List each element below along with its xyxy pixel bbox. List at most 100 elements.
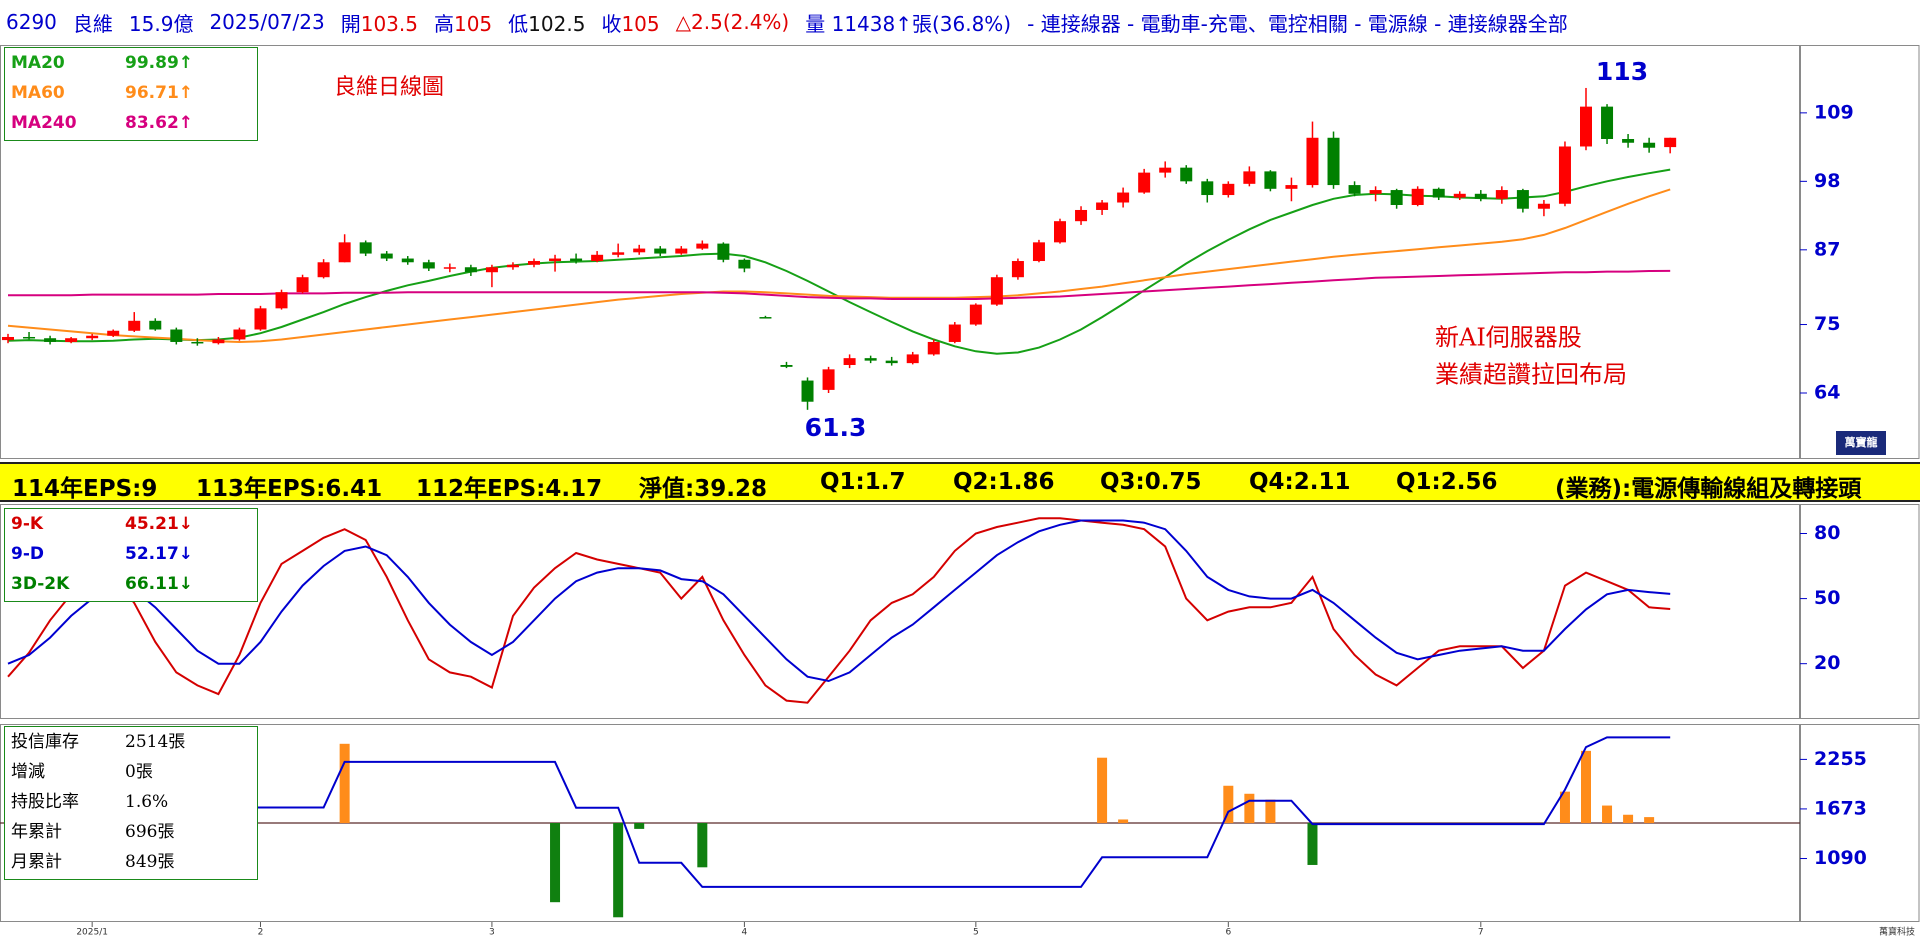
- y-tick-label: 2255: [1814, 748, 1867, 770]
- header-group: 量 11438↑張(36.8%): [805, 8, 1011, 37]
- header-text: 收: [601, 11, 622, 36]
- y-tick-label: 1090: [1814, 847, 1867, 869]
- legend-row: 9-D 52.17↓: [5, 539, 257, 569]
- low-label: 61.3: [805, 413, 867, 442]
- panel-frame: [0, 45, 1800, 459]
- candle-body: [464, 267, 477, 273]
- candle-body: [443, 267, 456, 269]
- bar: [1623, 814, 1634, 823]
- candle-body: [591, 254, 604, 262]
- candle-body: [485, 267, 498, 273]
- candle-body: [65, 338, 78, 342]
- legend-value: 96.71↑: [125, 83, 194, 103]
- x-tick-label: 5: [973, 928, 979, 938]
- x-tick-label: 2025/1: [76, 928, 108, 938]
- candle-body: [1622, 139, 1635, 143]
- candle-body: [1075, 209, 1088, 222]
- series-line: [7, 519, 1671, 683]
- candle-body: [359, 242, 372, 254]
- bar: [1223, 785, 1234, 823]
- legend-value: 0張: [125, 762, 153, 782]
- y-tick-label: 109: [1814, 101, 1854, 123]
- eps-item: 114年EPS:9: [12, 476, 158, 502]
- candle-body: [107, 330, 120, 336]
- bar: [1307, 823, 1318, 865]
- candle-body: [1138, 172, 1151, 193]
- header-text: 低: [508, 11, 529, 36]
- legend-name: 月累計: [11, 852, 62, 872]
- candle-body: [1327, 137, 1340, 186]
- candle-body: [675, 248, 688, 254]
- legend-row: MA20 99.89↑: [5, 48, 257, 78]
- candle-body: [2, 336, 14, 341]
- candle-body: [1369, 190, 1382, 194]
- candle-body: [717, 243, 730, 260]
- quote-header: 6290 良維 15.9億 2025/07/23 開103.5 高105 低102.5 收10…: [0, 0, 1920, 44]
- logo-box: [1836, 431, 1886, 455]
- legend-row: 持股比率 1.6%: [5, 787, 257, 817]
- bar: [339, 743, 350, 823]
- x-tick-label: 7: [1478, 928, 1484, 938]
- candle-body: [1432, 188, 1445, 198]
- legend-value: 1.6%: [125, 792, 169, 812]
- header-group: 低102.5: [508, 8, 585, 37]
- axis-frame: [1800, 724, 1920, 922]
- candle-body: [338, 242, 351, 263]
- y-tick-label: 20: [1814, 652, 1840, 674]
- series-line: [7, 517, 1671, 704]
- legend-name: 9-D: [11, 544, 44, 564]
- candle-body: [1054, 221, 1066, 243]
- legend-name: MA60: [11, 83, 65, 103]
- axis-frame: [1800, 504, 1920, 719]
- eps-item: (業務):電源傳輸線組及轉接頭: [1555, 476, 1862, 502]
- header-text: 11438↑張(36.8%): [825, 11, 1012, 36]
- candle-body: [1243, 171, 1256, 184]
- legend-name: MA240: [11, 113, 77, 133]
- header-group: 2025/07/23: [209, 10, 324, 34]
- bar: [1265, 799, 1276, 823]
- legend-row: 投信庫存 2514張: [5, 727, 257, 757]
- header-text: 102.5: [528, 11, 586, 36]
- legend-name: 投信庫存: [11, 732, 79, 752]
- eps-item: Q1:1.7: [820, 469, 906, 495]
- header-group: 6290: [6, 10, 57, 34]
- candle-body: [1201, 181, 1214, 196]
- eps-item: 112年EPS:4.17: [416, 476, 603, 502]
- legend-row: 9-K 45.21↓: [5, 509, 257, 539]
- header-text: 良維: [72, 11, 113, 36]
- header-group: 高105: [434, 8, 492, 37]
- candle-body: [1390, 190, 1403, 205]
- candle-body: [1180, 167, 1193, 182]
- candle-body: [23, 336, 36, 339]
- header-group: 開103.5: [341, 8, 418, 37]
- candle-body: [1264, 171, 1277, 189]
- legend-row: MA240 83.62↑: [5, 108, 257, 138]
- eps-item: Q2:1.86: [953, 469, 1055, 495]
- header-group: △2.5(2.4%): [676, 10, 790, 34]
- candle-body: [44, 338, 57, 342]
- candle-body: [969, 304, 982, 325]
- series-line: [8, 269, 1671, 300]
- candle-body: [86, 335, 99, 339]
- candle-body: [633, 248, 646, 253]
- candle-body: [317, 262, 330, 278]
- legend-value: 45.21↓: [125, 514, 194, 534]
- candle-body: [422, 262, 435, 269]
- bar: [1644, 817, 1655, 823]
- candle-body: [1580, 106, 1592, 147]
- series-line: [8, 736, 1671, 888]
- candle-body: [1537, 203, 1550, 209]
- legend-name: 年累計: [11, 822, 62, 842]
- candle-body: [401, 258, 414, 263]
- x-tick-label: 2: [258, 928, 264, 938]
- bar: [1118, 819, 1129, 823]
- candle-body: [654, 248, 667, 254]
- header-text: △2.5(2.4%): [675, 10, 790, 34]
- candle-body: [990, 277, 1003, 305]
- x-tick-label: 3: [489, 928, 495, 938]
- candle-body: [885, 360, 898, 364]
- candle-body: [864, 358, 877, 361]
- chart-title: 良維日線圖: [334, 75, 444, 100]
- candle-body: [1474, 193, 1487, 199]
